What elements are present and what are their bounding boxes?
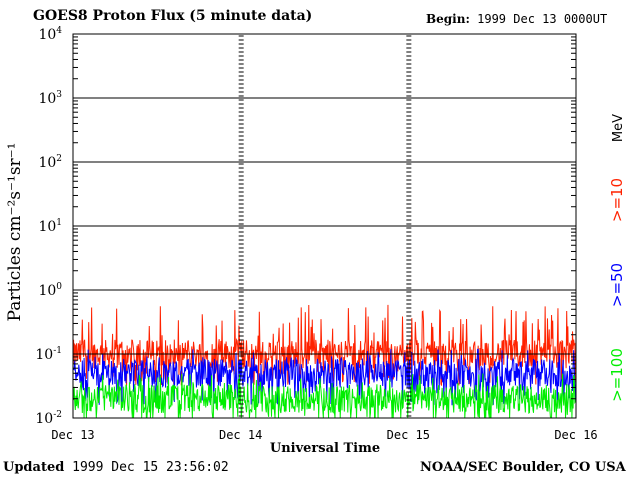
gridlines [73, 35, 576, 417]
x-tick-label: Dec 16 [554, 428, 597, 442]
y-tick-label: 104 [38, 26, 62, 43]
x-tick-label: Dec 13 [51, 428, 94, 442]
series-line [72, 348, 577, 406]
updated-label: Updated [3, 460, 65, 475]
plot-data [72, 304, 577, 419]
updated-time: Updated 1999 Dec 15 23:56:02 [3, 460, 229, 475]
plot-frame [72, 33, 577, 419]
y-tick-labels: 104 103 102 101 100 10-1 10-2 [35, 26, 62, 427]
y-tick-label: 10-1 [35, 346, 62, 363]
begin-value: 1999 Dec 13 0000UT [477, 12, 608, 26]
legend-entry: >=10 [608, 178, 626, 222]
begin-label: Begin: [426, 12, 470, 26]
x-tick-label: Dec 14 [219, 428, 262, 442]
chart-title: GOES8 Proton Flux (5 minute data) [33, 8, 313, 24]
legend-unit: MeV [611, 114, 626, 142]
y-tick-label: 102 [38, 154, 62, 171]
y-axis-label: Particles cm⁻²s⁻¹sr⁻¹ [5, 143, 25, 322]
begin-time: Begin: 1999 Dec 13 0000UT [426, 12, 607, 26]
legend-entry: >=50 [608, 263, 626, 307]
x-axis-label: Universal Time [270, 441, 380, 456]
credit-text: NOAA/SEC Boulder, CO USA [420, 460, 626, 475]
x-tick-label: Dec 15 [387, 428, 430, 442]
y-tick-label: 103 [38, 90, 62, 107]
y-tick-label: 10-2 [35, 410, 62, 427]
series-line [72, 304, 577, 386]
y-tick-label: 101 [38, 218, 62, 235]
updated-value: 1999 Dec 15 23:56:02 [72, 460, 229, 475]
y-tick-label: 100 [38, 282, 62, 299]
legend: >=10 >=50 >=100 MeV [608, 114, 626, 402]
series-line [72, 373, 577, 419]
x-tick-labels: Dec 13 Dec 14 Dec 15 Dec 16 [51, 428, 597, 442]
legend-entry: >=100 [608, 348, 626, 402]
